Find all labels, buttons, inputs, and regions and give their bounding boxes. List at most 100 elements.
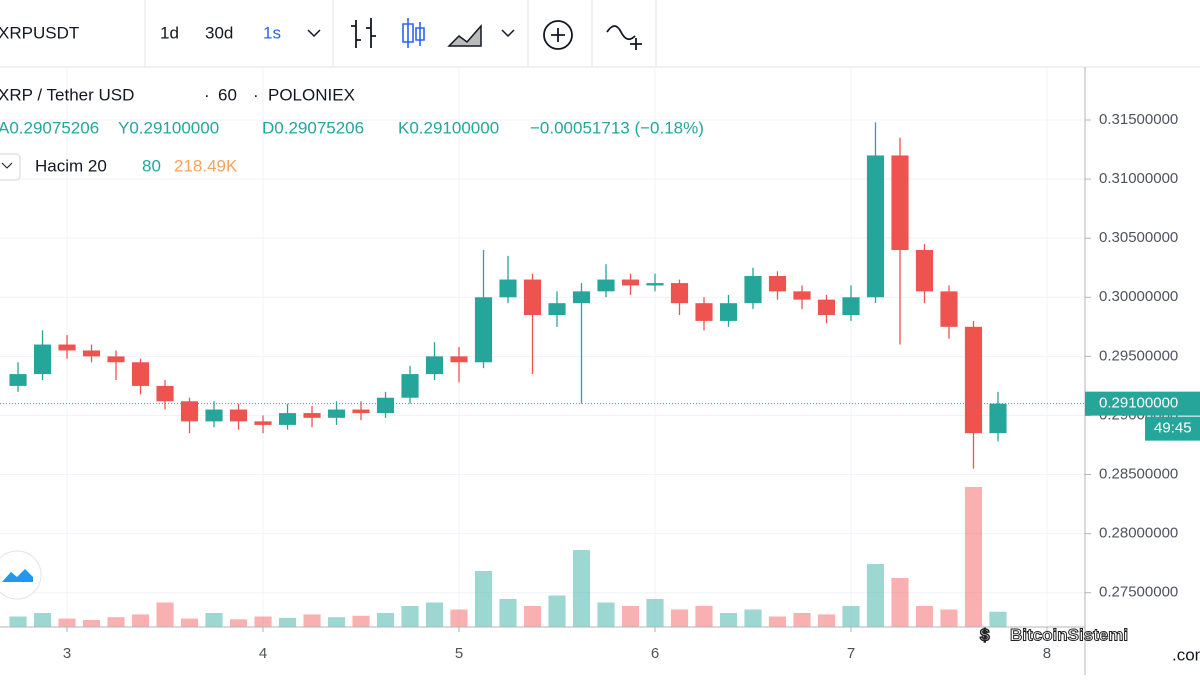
bars-icon[interactable] — [351, 18, 376, 48]
collapse-button[interactable] — [0, 153, 21, 181]
dot: · — [204, 85, 210, 104]
candle-body — [205, 409, 223, 422]
y-tick-label: 0.30500000 — [1099, 229, 1178, 246]
grid — [0, 68, 1085, 627]
volume-bar — [58, 618, 76, 627]
watermark-domain: .com — [1172, 645, 1200, 664]
candle-body — [254, 421, 272, 425]
y-tick-label: 0.28500000 — [1099, 466, 1178, 483]
volume-layer — [9, 487, 1007, 627]
candle-body — [523, 279, 542, 315]
candle-body — [180, 401, 199, 422]
candle-body — [891, 155, 909, 250]
ohlc-legend: A0.29075206 Y0.29100000 D0.29075206 K0.2910… — [0, 118, 704, 137]
price-axis: 0.275000000.280000000.285000000.29000000… — [1085, 111, 1178, 601]
countdown: 49:45 — [1154, 420, 1192, 437]
volume-bar — [768, 616, 787, 627]
volume-bar — [327, 617, 346, 627]
candle-body — [915, 250, 934, 292]
last-price-label: 0.29100000 — [1099, 395, 1178, 412]
x-tick-label: 6 — [651, 645, 659, 662]
watermark: BitcoinSistemi — [1010, 625, 1128, 644]
volume-bar — [940, 609, 958, 627]
candle-body — [450, 356, 468, 363]
ohlc-value: K0.29100000 — [398, 118, 499, 137]
area-icon[interactable] — [447, 24, 482, 47]
compare-icon[interactable] — [543, 20, 573, 50]
volume-bar — [695, 606, 713, 627]
interval-button[interactable]: 30d — [205, 23, 233, 42]
candle-body — [58, 344, 76, 351]
candle-body — [33, 344, 52, 375]
candle-body — [401, 374, 419, 398]
x-tick-label: 5 — [455, 645, 463, 662]
volume-bar — [33, 613, 52, 627]
candle-body — [768, 276, 787, 292]
volume-bar — [964, 487, 983, 627]
dot: · — [253, 85, 259, 104]
candle-body — [303, 413, 321, 418]
volume-bar — [254, 616, 272, 627]
volume-bar — [425, 602, 444, 627]
volume-bar — [450, 609, 468, 627]
volume-bar — [107, 617, 125, 627]
volume-bar — [352, 615, 370, 627]
candle-body — [474, 297, 493, 363]
y-tick-label: 0.31500000 — [1099, 111, 1178, 128]
chart-title: XRP / Tether USD — [0, 85, 134, 104]
volume-value: 218.49K — [174, 156, 238, 175]
candle-body — [9, 374, 27, 386]
dropdown-icon[interactable] — [307, 29, 321, 38]
volume-bar — [719, 613, 738, 627]
interval-button[interactable]: 1d — [160, 23, 179, 42]
candle-body — [670, 283, 689, 304]
candle-body — [82, 350, 101, 357]
ohlc-value: A0.29075206 — [0, 118, 99, 137]
volume-bar — [597, 602, 615, 627]
volume-bar — [866, 564, 885, 627]
candle-body — [597, 279, 615, 292]
dropdown-icon[interactable] — [501, 29, 515, 38]
ohlc-value: D0.29075206 — [262, 118, 364, 137]
candle-body — [964, 326, 983, 434]
candle-body — [131, 362, 150, 386]
volume-bar — [9, 616, 27, 627]
candle-body — [940, 291, 958, 327]
x-tick-label: 4 — [259, 645, 267, 662]
y-tick-label: 0.27500000 — [1099, 584, 1178, 601]
volume-bar — [523, 606, 542, 627]
last-price-tag — [1085, 391, 1200, 416]
volume-bar — [474, 571, 493, 627]
candle-body — [695, 303, 713, 321]
candle-body — [719, 303, 738, 321]
candle-body — [866, 155, 885, 298]
candle-body — [646, 283, 664, 286]
x-tick-label: 7 — [847, 645, 855, 662]
candle-body — [817, 299, 836, 315]
candle-body — [107, 356, 125, 363]
interval-button[interactable]: 1s — [263, 23, 281, 42]
symbol[interactable]: XRPUSDT — [0, 23, 79, 42]
volume-ma: 80 — [142, 156, 161, 175]
volume-bar — [915, 606, 934, 627]
volume-bar — [989, 611, 1007, 627]
exchange: POLONIEX — [268, 85, 355, 104]
watermark-logo: $ — [980, 625, 990, 644]
volume-bar — [156, 602, 174, 627]
collapse-icon — [1, 162, 13, 169]
x-tick-label: 8 — [1043, 645, 1051, 662]
logo — [2, 569, 33, 582]
indicators-icon[interactable] — [606, 25, 642, 50]
ohlc-value: Y0.29100000 — [118, 118, 219, 137]
candles-icon[interactable] — [402, 18, 425, 48]
volume-bar — [131, 614, 150, 627]
volume-bar — [376, 613, 395, 627]
candle-body — [327, 409, 346, 418]
volume-bar — [572, 550, 591, 627]
volume-bar — [278, 617, 297, 627]
volume-bar — [842, 606, 860, 627]
volume-bar — [303, 614, 321, 627]
candle-body — [842, 297, 860, 315]
volume-bar — [548, 595, 566, 627]
